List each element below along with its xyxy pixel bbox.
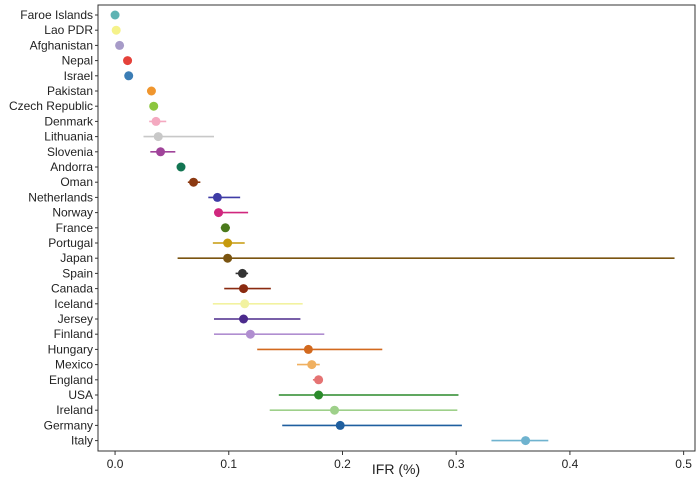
- point-usa: [314, 390, 324, 400]
- point-czech-republic: [149, 101, 159, 111]
- y-tick-label-norway: Norway: [52, 206, 93, 220]
- point-lao-pdr: [111, 25, 121, 35]
- x-tick-label-0: 0.0: [107, 457, 124, 471]
- y-tick-label-england: England: [49, 373, 93, 387]
- point-france: [220, 223, 230, 233]
- x-tick-label-4: 0.4: [562, 457, 579, 471]
- point-lithuania: [153, 132, 163, 142]
- y-tick-label-israel: Israel: [64, 69, 93, 83]
- point-italy: [521, 436, 531, 446]
- y-tick-label-france: France: [56, 221, 94, 235]
- point-canada: [239, 284, 249, 294]
- plot-frame: [97, 4, 696, 452]
- y-tick-label-pakistan: Pakistan: [47, 84, 93, 98]
- point-spain: [237, 268, 247, 278]
- y-tick-label-spain: Spain: [62, 266, 93, 280]
- y-tick-label-hungary: Hungary: [48, 342, 93, 356]
- y-tick-label-denmark: Denmark: [44, 114, 94, 128]
- y-tick-label-japan: Japan: [60, 251, 93, 265]
- y-tick-label-canada: Canada: [51, 282, 93, 296]
- y-tick-label-italy: Italy: [71, 434, 93, 448]
- point-netherlands: [212, 192, 222, 202]
- point-hungary: [303, 344, 313, 354]
- y-tick-label-jersey: Jersey: [58, 312, 93, 326]
- point-ireland: [330, 405, 340, 415]
- point-nepal: [123, 56, 133, 66]
- x-tick-label-1: 0.1: [220, 457, 237, 471]
- y-tick-label-slovenia: Slovenia: [47, 145, 93, 159]
- point-israel: [124, 71, 134, 81]
- point-mexico: [307, 360, 317, 370]
- x-axis-labels: 0.0 0.1 0.2 0.3 0.4 0.5: [107, 457, 693, 471]
- y-tick-label-finland: Finland: [54, 327, 93, 341]
- y-tick-label-germany: Germany: [44, 418, 93, 432]
- point-andorra: [176, 162, 186, 172]
- y-tick-label-mexico: Mexico: [55, 358, 93, 372]
- point-afghanistan: [115, 40, 125, 50]
- point-jersey: [239, 314, 249, 324]
- point-germany: [335, 420, 345, 430]
- y-tick-label-iceland: Iceland: [54, 297, 93, 311]
- y-tick-label-oman: Oman: [60, 175, 93, 189]
- x-axis-title: IFR (%): [372, 461, 420, 477]
- point-finland: [245, 329, 255, 339]
- x-tick-label-3: 0.3: [448, 457, 465, 471]
- y-tick-label-lao-pdr: Lao PDR: [44, 23, 93, 37]
- point-faroe-islands: [110, 10, 120, 20]
- x-axis-ticks: [114, 451, 685, 455]
- y-tick-label-czech-republic: Czech Republic: [9, 99, 93, 113]
- y-tick-label-usa: USA: [68, 388, 93, 402]
- y-tick-label-andorra: Andorra: [50, 160, 93, 174]
- x-tick-label-5: 0.5: [675, 457, 692, 471]
- y-tick-label-afghanistan: Afghanistan: [30, 38, 93, 52]
- x-tick-label-2: 0.2: [334, 457, 351, 471]
- y-tick-label-lithuania: Lithuania: [44, 130, 93, 144]
- confidence-intervals: [143, 120, 675, 442]
- point-england: [314, 375, 324, 385]
- point-slovenia: [156, 147, 166, 157]
- y-tick-label-faroe-islands: Faroe Islands: [20, 8, 93, 22]
- point-oman: [189, 177, 199, 187]
- y-axis-ticks: [95, 14, 98, 442]
- point-portugal: [223, 238, 233, 248]
- data-points: [110, 10, 531, 446]
- y-tick-label-netherlands: Netherlands: [28, 190, 93, 204]
- point-pakistan: [146, 86, 156, 96]
- y-tick-label-ireland: Ireland: [56, 403, 93, 417]
- point-denmark: [151, 116, 161, 126]
- point-norway: [214, 208, 224, 218]
- y-tick-label-nepal: Nepal: [62, 54, 93, 68]
- point-japan: [223, 253, 233, 263]
- y-tick-label-portugal: Portugal: [48, 236, 93, 250]
- point-iceland: [240, 299, 250, 309]
